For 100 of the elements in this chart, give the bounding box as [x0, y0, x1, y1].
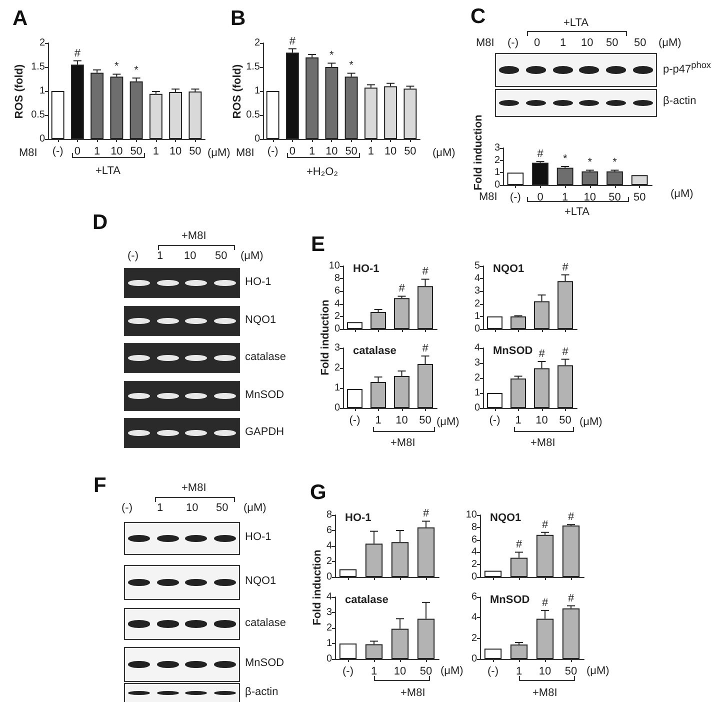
chart-title: HO-1 — [345, 512, 372, 524]
bar — [484, 570, 502, 577]
text: +M8I — [400, 686, 426, 698]
text: +M8I — [390, 436, 416, 448]
data-label: # — [289, 35, 296, 48]
bar — [344, 76, 358, 139]
y-tick-label: 0.5 — [31, 110, 46, 120]
bar — [365, 644, 383, 659]
bar — [484, 648, 502, 659]
text: D — [92, 210, 108, 234]
data-label: # — [74, 47, 82, 60]
y-tick-label: 0 — [334, 402, 340, 414]
y-tick-label: 0 — [254, 134, 260, 144]
y-tick-label: 8 — [326, 510, 332, 520]
bar — [306, 57, 319, 139]
x-tick-label: 0 — [74, 146, 80, 158]
data-label: # — [537, 148, 544, 160]
bar — [631, 175, 648, 185]
y-tick-label: 0 — [326, 654, 332, 664]
text: p-p47$^{phox}$ — [663, 60, 711, 76]
text: M8I — [479, 190, 498, 202]
bar — [384, 86, 398, 139]
x-tick-label: (-) — [510, 192, 521, 204]
text: 10 — [184, 250, 196, 262]
y-tick-label: 2 — [471, 559, 478, 570]
text: F — [94, 474, 106, 496]
data-label: # — [422, 266, 430, 278]
bar — [169, 92, 182, 139]
x-tick-label: 1 — [94, 146, 100, 158]
y-axis-title: Fold induction — [472, 114, 484, 190]
y-tick-label: 8 — [471, 522, 478, 533]
x-tick-label: 0 — [537, 192, 544, 204]
x-tick-label: 1 — [309, 146, 316, 158]
x-tick-label: 50 — [633, 192, 646, 204]
y-tick-label: 2 — [326, 622, 332, 634]
chart-title: NQO1 — [493, 262, 524, 274]
data-label: * — [349, 60, 354, 72]
y-tick-label: 0 — [474, 324, 480, 334]
data-label: # — [538, 348, 546, 360]
bar — [149, 94, 162, 139]
bar — [110, 76, 124, 139]
x-tick-label: 10 — [538, 666, 552, 678]
x-tick-label: 50 — [559, 414, 572, 426]
y-tick-label: 1 — [494, 167, 500, 178]
text: (μM) — [440, 664, 464, 676]
bar — [346, 322, 363, 329]
y-tick-label: 1 — [254, 86, 260, 96]
text: C — [470, 4, 486, 28]
text: HO-1 — [245, 530, 272, 542]
text: NQO1 — [245, 314, 276, 326]
y-tick-label: 2 — [334, 310, 340, 322]
bar — [339, 644, 357, 659]
y-tick-label: 2 — [254, 38, 260, 48]
y-axis-title: ROS (fold) — [232, 64, 244, 118]
data-label: # — [422, 342, 430, 354]
y-axis-title: Fold induction — [319, 299, 332, 375]
y-tick-label: 4 — [326, 592, 332, 602]
data-label: # — [562, 346, 570, 358]
text: β-actin — [245, 686, 278, 698]
bar — [325, 67, 338, 139]
text: +LTA — [564, 206, 590, 218]
bar — [486, 316, 503, 329]
y-tick-label: 0 — [471, 572, 478, 582]
text: (μM) — [208, 146, 230, 158]
y-tick-label: 2 — [471, 632, 478, 644]
y-tick-label: 3 — [326, 607, 332, 618]
bar — [510, 316, 526, 329]
y-tick-label: 3 — [474, 286, 480, 297]
y-tick-label: 4 — [471, 546, 478, 558]
x-tick-label: (-) — [267, 146, 278, 158]
text: (-) — [508, 36, 518, 48]
data-label: * — [612, 156, 618, 169]
y-tick-label: 10 — [328, 260, 340, 272]
x-tick-label: 10 — [394, 666, 406, 678]
bar — [532, 162, 548, 185]
x-tick-label: 10 — [396, 414, 408, 426]
y-axis-title: ROS (fold) — [14, 64, 26, 118]
text: MnSOD — [245, 388, 284, 400]
y-tick-label: 0.5 — [246, 110, 260, 120]
data-label: * — [330, 50, 335, 62]
bar — [51, 91, 64, 139]
x-tick-label: (-) — [342, 666, 354, 678]
y-tick-label: 10 — [466, 510, 478, 520]
y-tick-label: 8 — [334, 273, 340, 284]
y-tick-label: 4 — [471, 612, 478, 624]
y-tick-label: 3 — [494, 142, 500, 154]
data-label: # — [516, 538, 523, 551]
bar — [364, 88, 378, 139]
x-tick-label: 50 — [189, 146, 202, 158]
text: 10 — [186, 502, 198, 514]
x-tick-label: 1 — [375, 414, 382, 426]
y-tick-label: 3 — [474, 358, 480, 368]
y-tick-label: 6 — [471, 534, 478, 546]
text: +M8I — [182, 482, 206, 494]
chart-title: MnSOD — [490, 594, 530, 606]
data-label: * — [562, 153, 568, 165]
text: catalase — [245, 616, 286, 628]
text: +LTA — [96, 164, 120, 176]
text: B — [230, 6, 246, 30]
data-label: # — [422, 508, 430, 520]
